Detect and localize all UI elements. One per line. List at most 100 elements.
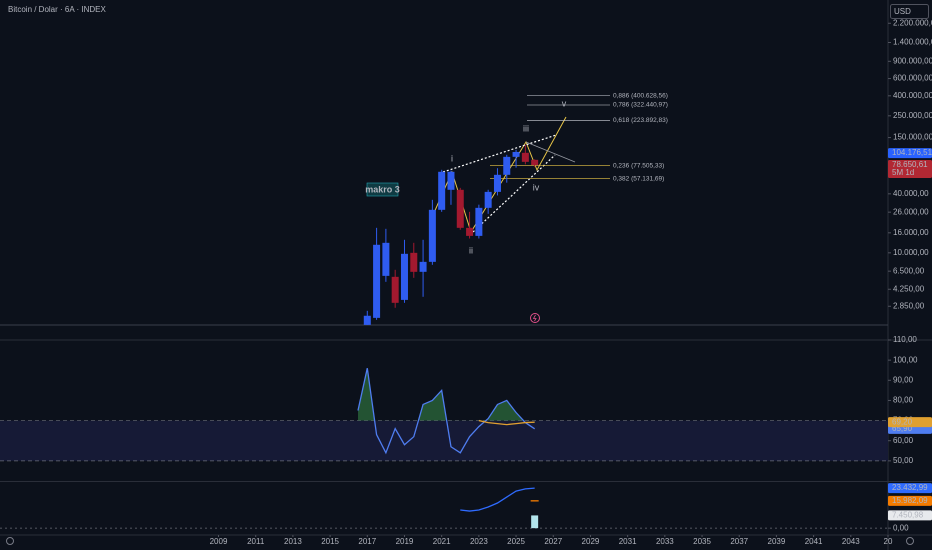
x-tick-label: 2041 [805, 537, 823, 546]
price-tag [888, 483, 932, 494]
level-band [0, 420, 888, 461]
y-tick-label: 26.000,00 [893, 207, 929, 216]
wave-label: v [562, 98, 567, 108]
wave-label: ii [469, 245, 473, 255]
x-tick-label: 2017 [358, 537, 376, 546]
fib-label: 0,886 (400.628,56) [613, 92, 668, 99]
x-tick-label: 2027 [544, 537, 562, 546]
candle-body [400, 253, 408, 300]
y-tick-label: 4.250,00 [893, 284, 925, 293]
x-tick-label: 2015 [321, 537, 339, 546]
candle-body [456, 189, 464, 228]
candle-body [410, 252, 418, 272]
series-line [357, 368, 536, 455]
fib-label: 0,236 (77.505,33) [613, 162, 664, 169]
currency-label[interactable]: USD [894, 7, 911, 16]
event-icon[interactable] [530, 313, 540, 323]
event-icon-glyph [532, 314, 537, 322]
price-tag [888, 160, 932, 179]
x-tick-label: 2043 [842, 537, 860, 546]
x-tick-label: 2011 [247, 537, 265, 546]
y-tick-label: 90,00 [893, 375, 914, 384]
x-tick-label: 2021 [433, 537, 451, 546]
candle-body [382, 242, 390, 276]
candle-body [373, 244, 381, 318]
y-tick-label: 10.000,00 [893, 248, 929, 257]
y-tick-label: 110,00 [893, 335, 917, 344]
y-tick-label: 1.400.000,00 [893, 38, 932, 47]
y-tick-label: 0,00 [893, 523, 909, 532]
currency-button[interactable] [890, 4, 929, 19]
x-tick-label: 2039 [768, 537, 786, 546]
x-tick-label: 2035 [693, 537, 711, 546]
candle-body [447, 171, 455, 190]
candle-body [493, 174, 501, 192]
price-tag-label: 78.650,61 [892, 160, 928, 169]
y-tick-label: 100,00 [893, 355, 918, 364]
price-tag-label: 104.176,51 [892, 148, 932, 157]
candle-body [512, 151, 520, 157]
overbought-fill [357, 368, 535, 421]
settings-icon[interactable] [6, 537, 14, 545]
y-tick-label: 6.500,00 [893, 266, 925, 275]
price-tag-label: 23.432,99 [892, 483, 928, 492]
bar [531, 515, 539, 529]
y-tick-label: 60,00 [893, 436, 914, 445]
price-tag-label: 15.982,09 [892, 496, 928, 505]
y-tick-label: 600.000,00 [893, 74, 932, 83]
y-tick-label: 400.000,00 [893, 91, 932, 100]
series-line [478, 419, 535, 426]
candle-body [531, 159, 539, 166]
candle-body [438, 171, 446, 210]
chart-title: Bitcoin / Dolar · 6A · INDEX [8, 5, 106, 14]
wave-label: i [451, 153, 453, 163]
y-tick-label: 2.200.000,00 [893, 18, 932, 27]
x-tick-label: 2031 [619, 537, 637, 546]
candle-body [391, 276, 399, 303]
series-line [460, 487, 535, 512]
auto-scale-icon[interactable] [906, 537, 914, 545]
candle-body [484, 191, 492, 208]
x-tick-label: 2029 [582, 537, 600, 546]
y-tick-label: 16.000,00 [893, 228, 929, 237]
x-tick-label: 20 [884, 537, 893, 546]
candle-body [521, 152, 529, 162]
price-tag-label: 69,20 [892, 417, 913, 426]
x-tick-label: 2009 [210, 537, 228, 546]
annotation: makro 3 [365, 184, 400, 194]
x-tick-label: 2019 [396, 537, 414, 546]
candle-body [475, 207, 483, 236]
x-tick-label: 2037 [730, 537, 748, 546]
wave-label: iii [523, 123, 529, 133]
price-tag-label: 7.450,98 [892, 511, 924, 520]
price-tag-label: 65,90 [892, 424, 913, 433]
x-tick-label: 2033 [656, 537, 674, 546]
price-tag [888, 495, 932, 506]
fib-label: 0,786 (322.440,97) [613, 102, 668, 109]
price-tag [888, 510, 932, 521]
y-tick-label: 150.000,00 [893, 133, 932, 142]
price-tag-countdown: 5M 1d [892, 168, 914, 177]
channel-line [472, 154, 556, 233]
candle-body [466, 227, 474, 236]
candle-body [428, 209, 436, 262]
annotation-box [366, 182, 399, 197]
candle-body [363, 315, 371, 325]
candle-body [503, 156, 511, 175]
y-tick-label: 50,00 [893, 456, 914, 465]
y-tick-label: 250.000,00 [893, 111, 932, 120]
x-tick-label: 2025 [507, 537, 525, 546]
price-tag [888, 417, 932, 428]
y-tick-label: 40.000,00 [893, 189, 929, 198]
fib-label: 0,618 (223.892,83) [613, 117, 668, 124]
y-tick-label: 2.850,00 [893, 301, 925, 310]
x-tick-label: 2023 [470, 537, 488, 546]
y-tick-label: 80,00 [893, 396, 914, 405]
x-tick-label: 2013 [284, 537, 302, 546]
trend-line [525, 141, 576, 163]
fib-label: 0,382 (57.131,69) [613, 175, 664, 182]
candle-body [419, 261, 427, 272]
